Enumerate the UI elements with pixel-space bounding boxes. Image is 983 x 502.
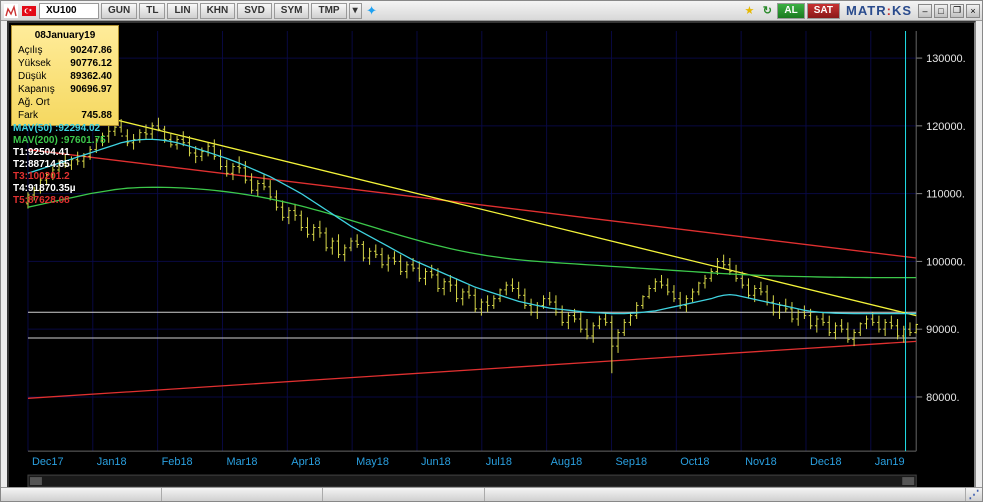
svg-text:80000.: 80000. [926,392,959,404]
btn-khn[interactable]: KHN [200,3,236,19]
svg-text:Jan18: Jan18 [97,456,127,468]
svg-text:Mar18: Mar18 [226,456,257,468]
btn-tl[interactable]: TL [139,3,165,19]
refresh-icon[interactable]: ↻ [759,3,775,19]
sell-button[interactable]: SAT [807,3,840,19]
indicator-line: T2:88714.65 [13,159,106,171]
brand-label: MATR:KS [842,3,916,18]
svg-text:May18: May18 [356,456,389,468]
minimize-button[interactable]: – [918,4,932,18]
price-chart[interactable]: Dec17 Jan18 Feb18 Mar18 Apr18 May18 Jun18 Jul18… [9,23,974,493]
twitter-icon[interactable]: ✦ [364,3,380,19]
svg-text:Feb18: Feb18 [162,456,193,468]
svg-text:Jul18: Jul18 [486,456,512,468]
indicator-line: MAV(50) :92294.02 [13,123,106,135]
svg-text:Sep18: Sep18 [615,456,647,468]
ohlc-tooltip: 08January19 Açılış90247.86 Yüksek90776.1… [11,25,119,126]
svg-text:Nov18: Nov18 [745,456,777,468]
svg-text:90000.: 90000. [926,324,959,336]
ohlc-date: 08January19 [18,29,112,42]
status-cell [1,488,162,501]
indicator-line: T3:100201.2 [13,171,106,183]
flag-icon [21,3,37,19]
indicator-line: T5:87628.08 [13,195,106,207]
maximize-button[interactable]: □ [934,4,948,18]
resize-grip[interactable]: ⋰ [966,488,982,501]
svg-text:100000.: 100000. [926,256,966,268]
indicator-line: T4:91870.35µ [13,183,106,195]
star-icon[interactable]: ★ [741,3,757,19]
app-icon [3,3,19,19]
btn-lin[interactable]: LIN [167,3,197,19]
svg-text:110000.: 110000. [926,189,965,201]
svg-text:Dec17: Dec17 [32,456,64,468]
restore-button[interactable]: ❐ [950,4,964,18]
svg-text:130000.: 130000. [926,53,966,65]
close-button[interactable]: × [966,4,980,18]
svg-text:Apr18: Apr18 [291,456,320,468]
indicator-line: T1:92504.41 [13,147,106,159]
dropdown-icon[interactable]: ▾ [349,3,362,19]
btn-gun[interactable]: GUN [101,3,137,19]
svg-text:Jun18: Jun18 [421,456,451,468]
chart-window: XU100 GUN TL LIN KHN SVD SYM TMP ▾ ✦ ★ ↻… [0,0,983,502]
btn-tmp[interactable]: TMP [311,3,346,19]
toolbar: XU100 GUN TL LIN KHN SVD SYM TMP ▾ ✦ ★ ↻… [1,1,982,21]
symbol-input[interactable]: XU100 [39,3,99,19]
svg-text:Dec18: Dec18 [810,456,842,468]
chart-area[interactable]: Dec17 Jan18 Feb18 Mar18 Apr18 May18 Jun18 Jul18… [7,21,976,495]
svg-text:Oct18: Oct18 [680,456,709,468]
svg-text:Aug18: Aug18 [551,456,583,468]
indicator-line: MAV(200) :97601.75 [13,135,106,147]
btn-svd[interactable]: SVD [237,3,272,19]
status-cell [323,488,484,501]
buy-button[interactable]: AL [777,3,804,19]
status-cell [162,488,323,501]
svg-text:Jan19: Jan19 [875,456,905,468]
svg-text:120000.: 120000. [926,121,966,133]
indicator-legend: MAV(50) :92294.02MAV(200) :97601.75T1:92… [13,123,106,207]
statusbar: ⋰ [1,487,982,501]
status-cell [485,488,967,501]
btn-sym[interactable]: SYM [274,3,310,19]
